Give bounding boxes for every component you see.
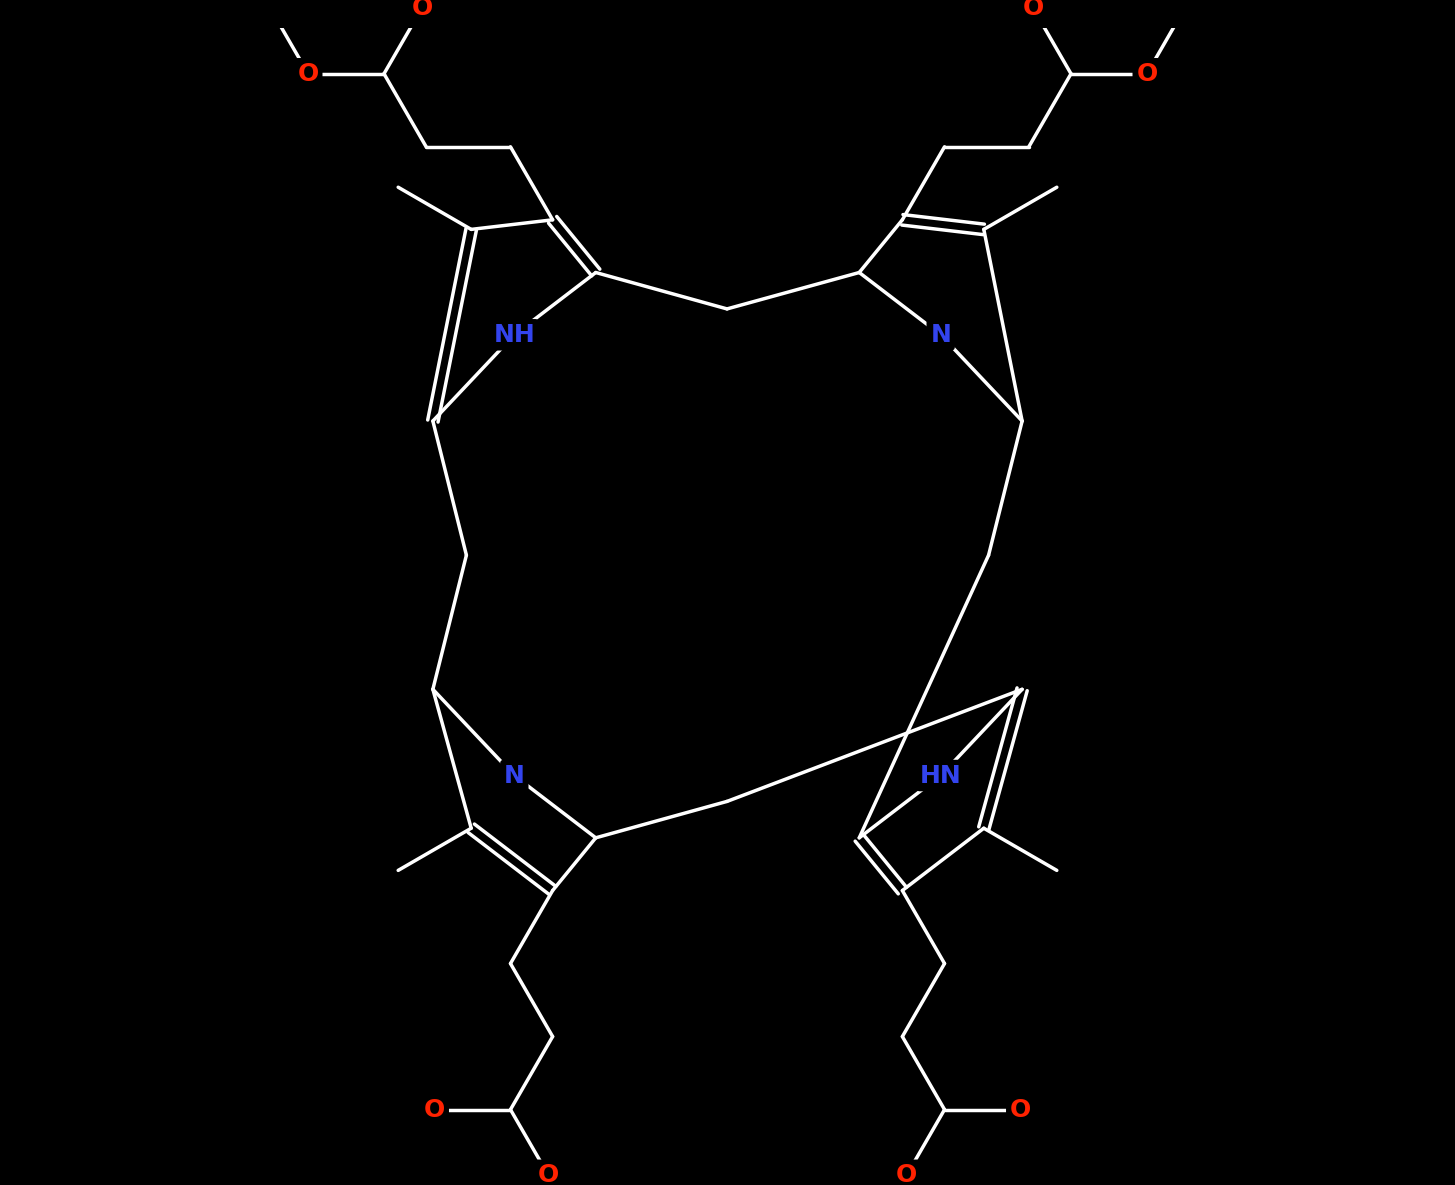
Text: HN: HN: [920, 763, 962, 788]
Text: O: O: [412, 0, 432, 20]
Text: O: O: [1023, 0, 1043, 20]
Text: O: O: [538, 1164, 559, 1185]
Text: O: O: [896, 1164, 917, 1185]
Text: O: O: [1010, 1097, 1032, 1121]
Text: O: O: [423, 1097, 445, 1121]
Text: N: N: [503, 763, 525, 788]
Text: N: N: [930, 322, 952, 347]
Text: O: O: [297, 62, 319, 85]
Text: NH: NH: [493, 322, 535, 347]
Text: O: O: [1136, 62, 1158, 85]
